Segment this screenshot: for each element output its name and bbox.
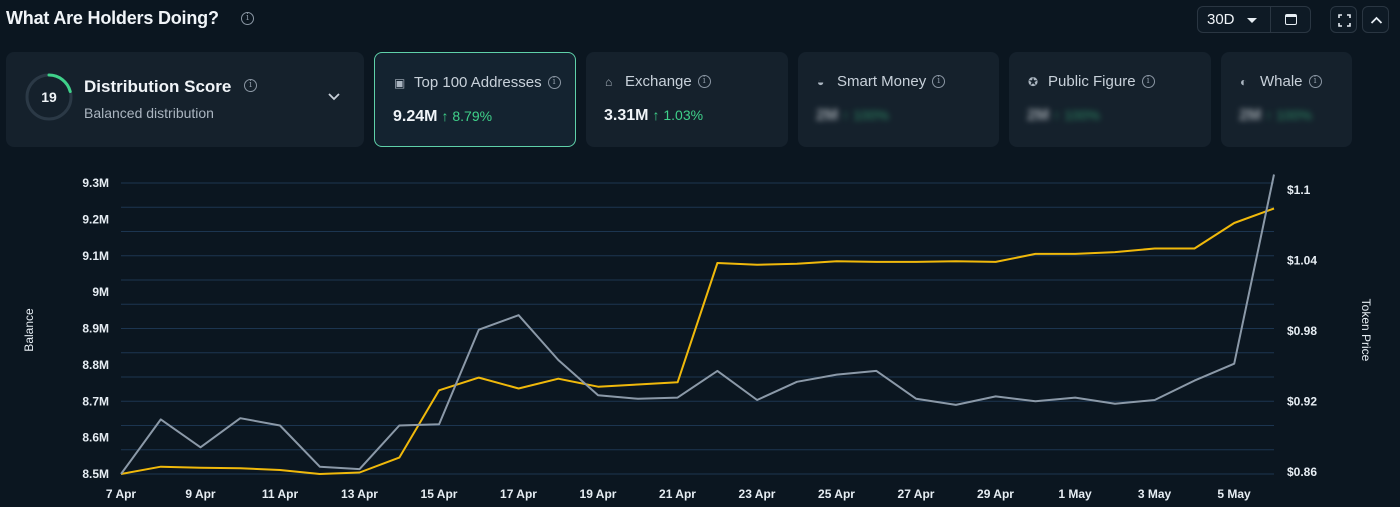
card-value-text: 3.31M bbox=[604, 107, 649, 124]
info-icon[interactable]: i bbox=[1308, 74, 1322, 88]
card-label-text: Smart Money bbox=[837, 73, 927, 90]
distribution-gauge bbox=[25, 73, 73, 121]
card-label: ✪ Public Figure i bbox=[1028, 73, 1155, 90]
chevron-down-icon[interactable] bbox=[324, 86, 344, 106]
info-icon[interactable]: i bbox=[547, 75, 561, 89]
chevron-up-icon bbox=[1370, 16, 1383, 24]
card-value-text: 2M bbox=[1027, 107, 1050, 124]
whale-icon: ◐ bbox=[1240, 75, 1248, 89]
card-value: 3.31M ↑ 1.03% bbox=[604, 107, 703, 125]
calendar-icon bbox=[1285, 14, 1297, 25]
info-icon[interactable]: i bbox=[697, 74, 711, 88]
y-tick-label: 9.1M bbox=[82, 249, 109, 263]
card-label-text: Exchange bbox=[625, 73, 692, 90]
calendar-button[interactable] bbox=[1272, 7, 1310, 32]
balance-line bbox=[120, 207, 1275, 475]
y-tick-label: 9M bbox=[92, 285, 109, 299]
card-value: 9.24M ↑ 8.79% bbox=[393, 108, 492, 126]
x-tick-label: 13 Apr bbox=[341, 487, 378, 501]
y2-tick-label: $1.1 bbox=[1287, 183, 1311, 197]
card-label-text: Whale bbox=[1260, 73, 1303, 90]
info-icon[interactable]: i bbox=[1141, 74, 1155, 88]
card-label-text: Top 100 Addresses bbox=[414, 74, 542, 91]
x-tick-label: 15 Apr bbox=[421, 487, 458, 501]
x-tick-label: 19 Apr bbox=[580, 487, 617, 501]
card-change: ↑ 100% bbox=[842, 107, 889, 123]
page-title-text: What Are Holders Doing? bbox=[6, 8, 219, 28]
card-top-100-addresses[interactable]: ▣ Top 100 Addresses i 9.24M ↑ 8.79% bbox=[374, 52, 576, 147]
x-tick-label: 25 Apr bbox=[818, 487, 855, 501]
y-tick-label: 8.5M bbox=[82, 467, 109, 481]
card-value: 2M ↑ 100% bbox=[816, 107, 889, 125]
info-icon[interactable]: i bbox=[244, 79, 258, 93]
card-label: ◒ Smart Money i bbox=[817, 73, 946, 90]
bank-icon: ⌂ bbox=[605, 75, 613, 89]
card-label: ▣ Top 100 Addresses i bbox=[394, 74, 561, 91]
y2-tick-label: $0.92 bbox=[1287, 395, 1317, 409]
caret-down-icon bbox=[1247, 18, 1257, 23]
header: What Are Holders Doing? i 30D bbox=[0, 0, 1400, 40]
card-public-figure[interactable]: ✪ Public Figure i 2M ↑ 100% bbox=[1009, 52, 1211, 147]
page-title: What Are Holders Doing? i bbox=[6, 8, 254, 29]
x-tick-label: 29 Apr bbox=[977, 487, 1014, 501]
holders-chart: 9.3M 9.2M 9.1M 9M 8.9M 8.8M 8.7M 8.6M 8.5M $1.1 $1… bbox=[0, 150, 1400, 507]
y-tick-label: 8.9M bbox=[82, 322, 109, 336]
x-tick-label: 17 Apr bbox=[500, 487, 537, 501]
fullscreen-button[interactable] bbox=[1330, 6, 1357, 33]
y2-tick-label: $1.04 bbox=[1287, 254, 1317, 268]
y-axis-title: Balance bbox=[22, 308, 36, 352]
chart-svg: 9.3M 9.2M 9.1M 9M 8.9M 8.8M 8.7M 8.6M 8.5M $1.1 $1… bbox=[22, 174, 1373, 501]
x-tick-label: 21 Apr bbox=[659, 487, 696, 501]
person-icon: ✪ bbox=[1028, 75, 1039, 89]
info-icon[interactable]: i bbox=[932, 74, 946, 88]
time-range-dropdown[interactable]: 30D bbox=[1198, 7, 1271, 32]
card-exchange[interactable]: ⌂ Exchange i 3.31M ↑ 1.03% bbox=[586, 52, 788, 147]
card-value: 2M ↑ 100% bbox=[1239, 107, 1312, 125]
card-value-text: 9.24M bbox=[393, 108, 438, 125]
distribution-score-value: 19 bbox=[41, 89, 57, 105]
x-tick-label: 7 Apr bbox=[106, 487, 137, 501]
x-tick-label: 3 May bbox=[1138, 487, 1172, 501]
y2-tick-label: $0.86 bbox=[1287, 465, 1317, 479]
y2-axis-title: Token Price bbox=[1359, 299, 1373, 362]
card-value: 2M ↑ 100% bbox=[1027, 107, 1100, 125]
collapse-button[interactable] bbox=[1362, 6, 1389, 33]
y-tick-label: 8.8M bbox=[82, 358, 109, 372]
card-value-text: 2M bbox=[816, 107, 839, 124]
card-label: ◐ Whale i bbox=[1240, 73, 1322, 90]
x-tick-label: 11 Apr bbox=[262, 487, 299, 501]
distribution-subtitle: Balanced distribution bbox=[84, 105, 214, 121]
time-range-label: 30D bbox=[1207, 11, 1235, 28]
card-value-text: 2M bbox=[1239, 107, 1262, 124]
y-tick-label: 8.6M bbox=[82, 431, 109, 445]
distribution-title-text: Distribution Score bbox=[84, 77, 232, 96]
token-price-line bbox=[120, 174, 1275, 475]
y-tick-label: 9.2M bbox=[82, 212, 109, 226]
distribution-score-card[interactable]: 19 Distribution Score i Balanced distrib… bbox=[6, 52, 364, 147]
y2-tick-label: $0.98 bbox=[1287, 324, 1317, 338]
time-range-control: 30D bbox=[1197, 6, 1311, 33]
card-change: ↑ 8.79% bbox=[441, 108, 493, 124]
y-tick-label: 9.3M bbox=[82, 176, 109, 190]
card-label-text: Public Figure bbox=[1048, 73, 1136, 90]
card-smart-money[interactable]: ◒ Smart Money i 2M ↑ 100% bbox=[798, 52, 999, 147]
x-tick-label: 23 Apr bbox=[739, 487, 776, 501]
y-tick-label: 8.7M bbox=[82, 394, 109, 408]
card-change: ↑ 100% bbox=[1265, 107, 1312, 123]
holder-cards: 19 Distribution Score i Balanced distrib… bbox=[0, 52, 1400, 148]
card-whale[interactable]: ◐ Whale i 2M ↑ 100% bbox=[1221, 52, 1352, 147]
x-tick-label: 27 Apr bbox=[898, 487, 935, 501]
x-tick-label: 1 May bbox=[1058, 487, 1092, 501]
card-label: ⌂ Exchange i bbox=[605, 73, 711, 90]
expand-icon bbox=[1338, 14, 1351, 27]
card-change: ↑ 1.03% bbox=[652, 107, 704, 123]
distribution-title: Distribution Score i bbox=[84, 77, 258, 97]
x-tick-label: 9 Apr bbox=[185, 487, 216, 501]
wallet-icon: ▣ bbox=[394, 76, 406, 90]
mask-icon: ◒ bbox=[817, 75, 825, 89]
x-tick-label: 5 May bbox=[1217, 487, 1251, 501]
info-icon[interactable]: i bbox=[241, 12, 254, 25]
card-change: ↑ 100% bbox=[1053, 107, 1100, 123]
